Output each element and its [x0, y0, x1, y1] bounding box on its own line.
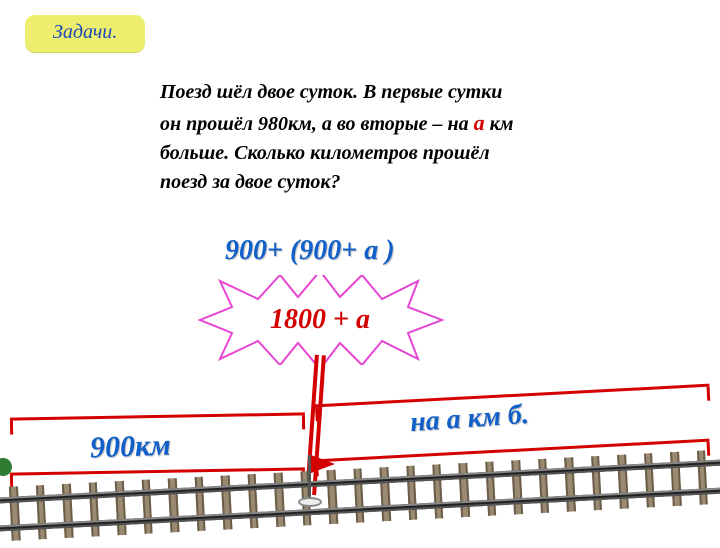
railway-tie	[485, 461, 496, 515]
railway-tie	[115, 481, 126, 535]
flag-base	[298, 497, 322, 507]
problem-variable: а	[474, 110, 485, 135]
railway-tie	[353, 468, 364, 522]
label-day1: 900км	[89, 429, 171, 466]
problem-line2b: км	[485, 113, 514, 135]
railway-tie	[432, 464, 443, 518]
problem-line1: Поезд шёл двое суток. В первые сутки	[160, 81, 502, 103]
answer-starburst: 1800 + а	[190, 275, 450, 365]
railway-tie	[406, 466, 417, 520]
label-day2: на а км б.	[409, 399, 530, 439]
flag-icon	[311, 455, 335, 473]
railway-tie	[62, 484, 73, 538]
railway-tie	[247, 474, 258, 528]
railway-tie	[697, 450, 708, 504]
railway-tie	[142, 479, 153, 533]
railway-tie	[9, 486, 20, 540]
problem-line3: больше. Сколько километров прошёл	[160, 142, 490, 164]
railway-tie	[89, 482, 100, 536]
railway-tie	[617, 455, 628, 509]
railway-tie	[591, 456, 602, 510]
problem-line2a: он прошёл 980км, а во вторые – на	[160, 113, 474, 135]
section-badge: Задачи.	[25, 15, 145, 52]
formula-expanded: 900+ (900+ а )	[225, 235, 395, 267]
railway-tie	[274, 473, 285, 527]
railway-tie	[459, 463, 470, 517]
midpoint-flag	[298, 455, 311, 499]
section-badge-label: Задачи.	[53, 21, 117, 43]
railway-tie	[564, 457, 575, 511]
railway-tie	[379, 467, 390, 521]
answer-label: 1800 + а	[190, 275, 450, 365]
railway-tie	[644, 453, 655, 507]
railway-tie	[221, 475, 232, 529]
railway-tie	[538, 459, 549, 513]
problem-text: Поезд шёл двое суток. В первые сутки он …	[160, 78, 660, 197]
railway-tie	[512, 460, 523, 514]
railway-tie	[36, 485, 47, 539]
railway-tie	[327, 470, 338, 524]
railway-tie	[168, 478, 179, 532]
railway-tie	[194, 477, 205, 531]
railway-tie	[670, 452, 681, 506]
problem-line4: поезд за двое суток?	[160, 171, 341, 193]
